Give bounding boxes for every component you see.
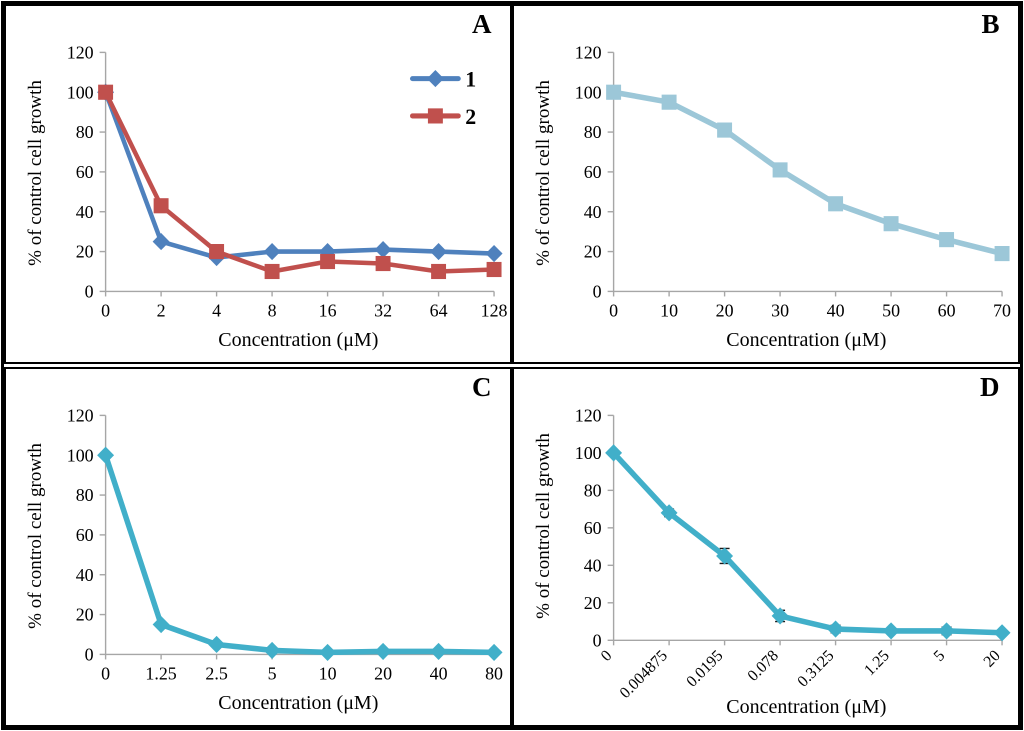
svg-text:0: 0 (85, 281, 94, 301)
chart-a-dose-response: 0 20 40 60 80 100 120 0 2 4 8 16 32 64 128 1 2 (67, 42, 508, 321)
y-axis-title-a: % of control cell growth (25, 80, 46, 267)
svg-text:128: 128 (481, 301, 508, 321)
svg-text:120: 120 (67, 42, 94, 62)
svg-text:30: 30 (771, 301, 789, 321)
svg-text:100: 100 (67, 82, 94, 102)
y-axis-title-d: % of control cell growth (533, 432, 554, 619)
svg-text:80: 80 (584, 122, 602, 142)
svg-text:5: 5 (268, 664, 277, 684)
svg-text:16: 16 (319, 301, 337, 321)
svg-text:60: 60 (76, 525, 94, 545)
svg-text:0: 0 (101, 664, 110, 684)
chart-b-dose-response: 0 20 40 60 80 100 120 0 10 20 30 40 50 60 70 (575, 42, 1011, 321)
y-axis-title-c: % of control cell growth (25, 443, 46, 630)
chart-c-dose-response: 0 20 40 60 80 100 120 0 1.25 2.5 5 10 20 40 80 (67, 405, 503, 684)
svg-text:40: 40 (827, 301, 845, 321)
svg-text:8: 8 (268, 301, 277, 321)
svg-text:0: 0 (609, 301, 618, 321)
svg-text:60: 60 (76, 162, 94, 182)
panel-a: A 0 20 40 60 80 100 120 0 2 4 8 16 32 64 128 1 2 % of co… (4, 4, 512, 364)
svg-text:2: 2 (157, 301, 166, 321)
svg-text:40: 40 (76, 202, 94, 222)
svg-text:32: 32 (374, 301, 392, 321)
svg-text:0: 0 (598, 647, 616, 665)
panel-label-b: B (981, 9, 1000, 39)
svg-text:0: 0 (593, 630, 602, 650)
svg-text:4: 4 (212, 301, 221, 321)
svg-text:100: 100 (67, 445, 94, 465)
svg-text:20: 20 (374, 664, 392, 684)
svg-text:20: 20 (584, 593, 602, 613)
svg-text:5: 5 (931, 647, 949, 665)
svg-text:0.078: 0.078 (745, 647, 782, 685)
svg-text:1.25: 1.25 (861, 647, 893, 679)
svg-text:20: 20 (76, 605, 94, 625)
svg-text:0: 0 (593, 281, 602, 301)
svg-text:2: 2 (465, 104, 476, 129)
svg-text:20: 20 (584, 242, 602, 262)
svg-text:0: 0 (85, 644, 94, 664)
svg-text:60: 60 (584, 518, 602, 538)
svg-text:64: 64 (430, 301, 448, 321)
svg-text:0.0195: 0.0195 (684, 647, 727, 690)
svg-text:100: 100 (575, 443, 602, 463)
svg-text:50: 50 (882, 301, 900, 321)
svg-text:40: 40 (76, 565, 94, 585)
svg-text:100: 100 (575, 82, 602, 102)
svg-text:120: 120 (67, 405, 94, 425)
panel-c: C 0 20 40 60 80 100 120 0 1.25 2.5 5 10 20 40 80 % of … (4, 367, 512, 727)
svg-text:120: 120 (575, 405, 602, 425)
svg-text:80: 80 (584, 480, 602, 500)
svg-text:60: 60 (584, 162, 602, 182)
svg-text:10: 10 (319, 664, 337, 684)
x-axis-title-d: Concentration (μM) (726, 696, 887, 718)
panel-b: B 0 20 40 60 80 100 120 0 10 20 30 40 50 60 70 % of co… (512, 4, 1020, 364)
svg-text:80: 80 (76, 122, 94, 142)
svg-text:20: 20 (716, 301, 734, 321)
svg-text:1.25: 1.25 (145, 664, 176, 684)
x-axis-title-b: Concentration (μM) (726, 329, 887, 351)
panel-label-d: D (980, 372, 1000, 402)
svg-text:40: 40 (584, 202, 602, 222)
svg-text:60: 60 (938, 301, 956, 321)
panel-label-c: C (472, 372, 492, 402)
svg-text:120: 120 (575, 42, 602, 62)
svg-text:40: 40 (430, 664, 448, 684)
x-axis-title-a: Concentration (μM) (218, 329, 379, 351)
panel-d: D 0 20 40 60 80 100 120 0 0.004875 0.0195 0.078 0.3… (512, 367, 1020, 727)
svg-text:10: 10 (660, 301, 678, 321)
svg-text:80: 80 (485, 664, 503, 684)
x-axis-title-c: Concentration (μM) (218, 692, 379, 714)
y-axis-title-b: % of control cell growth (533, 80, 554, 267)
svg-text:2.5: 2.5 (205, 664, 227, 684)
svg-text:70: 70 (993, 301, 1011, 321)
svg-text:1: 1 (465, 67, 476, 92)
svg-text:20: 20 (76, 242, 94, 262)
panel-label-a: A (472, 9, 492, 39)
svg-text:0: 0 (101, 301, 110, 321)
svg-text:80: 80 (76, 485, 94, 505)
svg-text:0.3125: 0.3125 (794, 647, 837, 690)
svg-text:0.004875: 0.004875 (617, 647, 671, 702)
svg-text:40: 40 (584, 555, 602, 575)
svg-text:20: 20 (981, 647, 1004, 670)
